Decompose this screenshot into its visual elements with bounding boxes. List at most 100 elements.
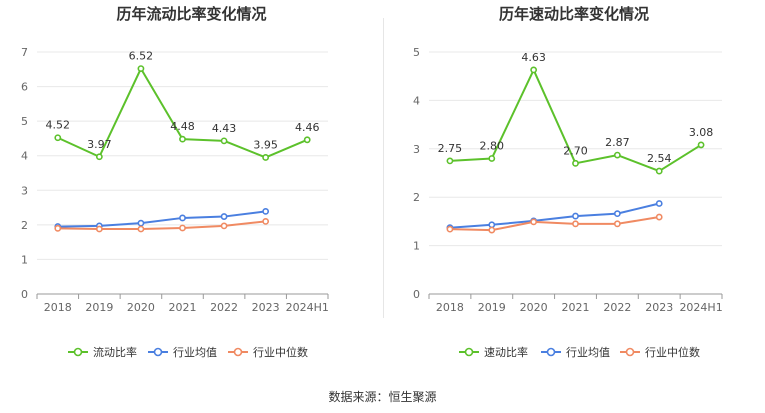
series-line [57, 210, 266, 228]
data-label: 2.80 [480, 139, 505, 152]
x-tick-label: 2018 [44, 301, 72, 314]
data-point [220, 213, 228, 220]
x-tick-label: 2024H1 [679, 301, 722, 314]
data-point [488, 221, 496, 229]
x-tick-label: 2024H1 [286, 301, 329, 314]
y-tick-label: 2 [413, 191, 420, 204]
data-point [220, 222, 228, 230]
current-ratio-plot: 0 1 2 3 4 5 6 7 2018 2019 2020 2021 2022 2023 2024H1 4.… [21, 46, 329, 359]
data-point [655, 213, 663, 221]
data-point [613, 210, 621, 218]
data-label: 2.87 [605, 136, 630, 149]
data-point [446, 157, 454, 165]
series-line [57, 220, 266, 231]
legend-marker [625, 347, 635, 357]
data-point [697, 141, 705, 149]
x-tick-label: 2018 [436, 301, 464, 314]
data-label: 2.75 [438, 142, 463, 155]
quick-ratio-plot: 0 1 2 3 4 5 2018 2019 2020 2021 2022 2023 2024H1 2.75… [413, 46, 723, 359]
data-point [95, 153, 103, 161]
current-ratio-chart: 历年流动比率变化情况 0 1 2 3 4 5 6 7 2018 2019 2020 2021 2022 2… [0, 0, 383, 370]
data-label: 4.46 [295, 121, 320, 134]
y-tick-label: 7 [21, 46, 28, 59]
y-tick-label: 0 [413, 288, 420, 301]
data-point [613, 220, 621, 228]
data-label: 4.63 [521, 51, 546, 64]
legend-marker [233, 347, 243, 357]
data-point [262, 217, 270, 225]
chart-title: 历年速动比率变化情况 [498, 5, 649, 23]
data-point [572, 159, 579, 167]
data-point [179, 224, 186, 232]
data-point [446, 225, 454, 233]
y-tick-label: 1 [413, 240, 420, 253]
x-tick-label: 2021 [562, 301, 590, 314]
data-point [137, 65, 145, 72]
x-tick-label: 2019 [85, 301, 113, 314]
data-point [655, 167, 663, 175]
y-tick-label: 3 [21, 184, 28, 197]
data-point [303, 136, 311, 144]
data-point [572, 220, 579, 228]
data-point [530, 218, 538, 226]
data-point [179, 135, 186, 143]
panel-divider [383, 18, 384, 318]
data-label: 4.43 [212, 122, 237, 135]
data-point [262, 154, 270, 161]
data-label: 3.95 [253, 138, 278, 151]
y-tick-label: 4 [21, 150, 28, 163]
y-tick-label: 1 [21, 253, 28, 266]
series-line [449, 202, 660, 229]
data-point [95, 225, 103, 233]
x-tick-label: 2020 [520, 301, 548, 314]
data-point [613, 151, 621, 159]
y-tick-label: 2 [21, 219, 28, 232]
x-tick-label: 2023 [252, 301, 280, 314]
quick-ratio-chart: 历年速动比率变化情况 0 1 2 3 4 5 2018 2019 2020 2021 2022 202… [383, 0, 765, 370]
y-tick-label: 0 [21, 288, 28, 301]
data-point [220, 137, 228, 145]
data-label: 3.97 [87, 138, 112, 151]
data-point [54, 224, 62, 232]
x-tick-label: 2020 [127, 301, 155, 314]
x-tick-label: 2021 [169, 301, 197, 314]
data-label: 2.70 [563, 144, 588, 157]
data-source: 数据来源：恒生聚源 [328, 390, 437, 404]
data-label: 2.54 [647, 152, 672, 165]
y-tick-label: 5 [21, 115, 28, 128]
data-label: 3.08 [689, 126, 714, 139]
data-point [572, 212, 579, 220]
data-point [137, 225, 145, 233]
legend-marker [546, 347, 556, 357]
data-point [179, 214, 186, 222]
legend-marker [464, 347, 474, 357]
legend-marker [153, 347, 163, 357]
legend-label: 行业均值 [173, 346, 217, 359]
data-point [262, 207, 270, 215]
y-tick-label: 3 [413, 143, 420, 156]
legend-label: 行业中位数 [253, 345, 308, 359]
x-tick-label: 2023 [645, 301, 673, 314]
data-point [655, 200, 663, 207]
series-line [449, 216, 660, 232]
y-tick-label: 6 [21, 81, 28, 94]
data-label: 4.52 [46, 119, 71, 132]
legend-label: 流动比率 [93, 345, 137, 359]
data-point [137, 219, 145, 227]
legend-label: 速动比率 [484, 345, 528, 359]
data-point [488, 155, 496, 162]
x-tick-label: 2022 [603, 301, 631, 314]
y-tick-label: 4 [413, 94, 420, 107]
legend-marker [73, 347, 83, 357]
chart-title: 历年流动比率变化情况 [116, 5, 267, 23]
x-tick-label: 2019 [478, 301, 506, 314]
data-label: 4.48 [170, 120, 195, 133]
data-point [530, 66, 538, 74]
legend-label: 行业中位数 [645, 345, 700, 359]
data-point [54, 134, 62, 142]
y-tick-label: 5 [413, 46, 420, 59]
data-point [488, 226, 496, 234]
x-tick-label: 2022 [210, 301, 238, 314]
data-label: 6.52 [129, 50, 154, 63]
legend-label: 行业均值 [566, 346, 610, 359]
